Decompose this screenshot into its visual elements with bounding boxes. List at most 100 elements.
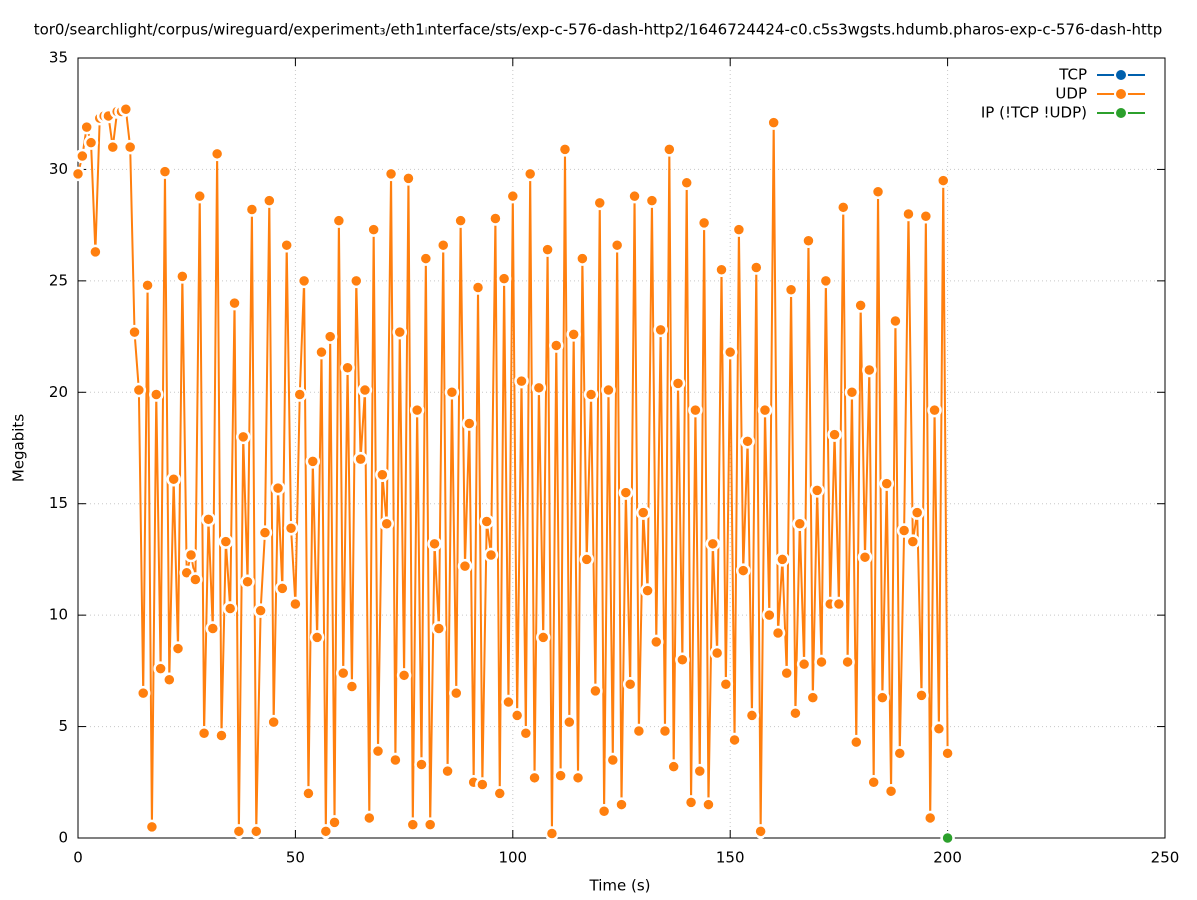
x-tick-label: 200 <box>933 849 962 867</box>
data-point <box>588 683 603 699</box>
data-point <box>709 645 725 661</box>
data-point <box>762 607 777 623</box>
legend-marker <box>1114 106 1128 120</box>
data-point <box>670 376 686 391</box>
data-point <box>875 690 890 705</box>
data-point <box>805 690 821 705</box>
data-point <box>927 402 942 418</box>
data-point <box>640 583 655 598</box>
data-point <box>327 815 342 830</box>
data-point <box>370 743 386 759</box>
data-point <box>188 572 203 587</box>
data-point <box>401 171 416 186</box>
data-point <box>566 327 581 342</box>
data-point <box>744 708 760 723</box>
data-point <box>492 786 508 801</box>
data-point <box>605 752 621 768</box>
data-point <box>770 625 786 641</box>
data-point <box>344 679 360 694</box>
data-point <box>622 676 638 692</box>
data-point <box>835 200 851 215</box>
data-point <box>366 222 381 237</box>
data-point <box>570 770 586 786</box>
data-point <box>496 271 512 286</box>
data-point <box>801 233 816 248</box>
data-point <box>296 273 312 289</box>
data-point <box>379 516 394 532</box>
data-point <box>609 237 625 253</box>
data-point <box>809 483 825 498</box>
data-point <box>253 603 268 618</box>
data-point <box>779 665 794 681</box>
data-point <box>649 634 664 650</box>
data-point <box>827 427 842 442</box>
data-point <box>422 817 438 832</box>
data-point <box>405 817 421 832</box>
data-point <box>535 630 551 645</box>
chart-title: tor0/searchlight/corpus/wireguard/experi… <box>34 21 1163 39</box>
data-point <box>449 685 464 701</box>
data-point <box>788 705 803 721</box>
data-point <box>88 244 103 260</box>
data-point <box>335 665 351 681</box>
data-point <box>544 826 560 841</box>
data-point <box>431 621 447 636</box>
data-point <box>635 505 651 520</box>
data-point <box>866 775 881 790</box>
data-point <box>583 387 599 402</box>
data-point <box>549 338 564 353</box>
data-point <box>383 166 399 182</box>
legend-marker <box>1114 68 1128 82</box>
x-tick-label: 250 <box>1151 849 1180 867</box>
data-point <box>488 211 503 226</box>
series-line <box>77 107 949 834</box>
data-point <box>340 360 355 376</box>
data-point <box>562 714 577 730</box>
data-point <box>514 373 529 389</box>
data-point <box>118 102 134 117</box>
data-point <box>483 547 499 563</box>
data-point <box>701 797 716 812</box>
data-point <box>601 382 616 398</box>
data-point <box>418 251 434 266</box>
data-point <box>479 514 494 529</box>
data-point <box>105 139 121 155</box>
data-point <box>792 516 808 532</box>
data-point <box>440 763 455 779</box>
y-axis-label: Megabits <box>10 414 28 482</box>
data-point <box>879 476 894 491</box>
data-point <box>144 819 160 835</box>
y-tick-label: 20 <box>49 383 68 401</box>
y-tick-label: 30 <box>49 160 68 178</box>
data-point <box>244 202 260 217</box>
data-point <box>131 382 147 398</box>
data-point <box>657 723 673 739</box>
data-point <box>462 416 477 431</box>
y-tick-label: 10 <box>49 606 68 624</box>
data-point <box>127 324 142 340</box>
data-point <box>931 721 947 737</box>
legend-label: IP (!TCP !UDP) <box>981 104 1087 122</box>
data-point <box>231 824 247 839</box>
data-point <box>349 273 364 289</box>
data-point <box>749 260 764 275</box>
data-point <box>735 563 751 578</box>
data-point <box>409 402 425 418</box>
data-point <box>214 728 229 743</box>
y-tick-label: 0 <box>58 829 68 847</box>
data-point <box>444 385 460 400</box>
data-point <box>192 188 207 204</box>
data-point <box>518 726 534 741</box>
data-point <box>557 142 573 157</box>
data-point <box>309 630 325 645</box>
data-point <box>166 471 181 487</box>
data-point <box>553 768 568 783</box>
data-point <box>909 505 925 520</box>
data-point <box>727 732 742 748</box>
data-point <box>375 467 390 482</box>
data-point <box>305 454 321 469</box>
data-point <box>675 652 690 667</box>
data-point <box>288 596 303 612</box>
data-point <box>914 688 929 703</box>
data-point <box>688 402 703 418</box>
